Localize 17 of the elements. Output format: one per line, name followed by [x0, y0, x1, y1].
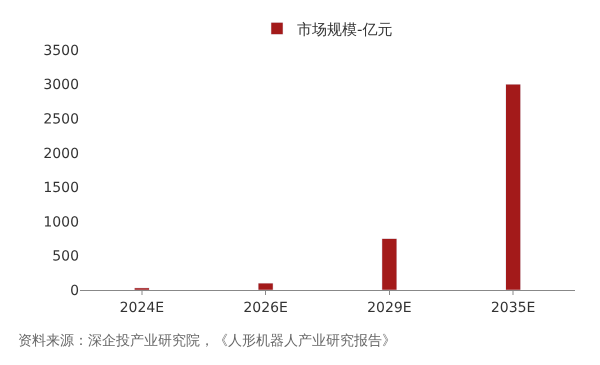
bar [505, 84, 521, 290]
y-tick-label: 3500 [43, 42, 79, 59]
y-tick-label: 500 [52, 248, 79, 265]
y-tick-label: 1500 [43, 180, 79, 196]
x-tick-label: 2024E [120, 300, 164, 316]
y-tick-label: 0 [70, 282, 79, 299]
text: 资料来源：深企投产业研究院，《人形机器人产业研究报告》 [18, 333, 396, 349]
bar [258, 282, 274, 290]
bar [382, 238, 398, 290]
x-tick-label: 2026E [243, 300, 288, 316]
y-tick-label: 1000 [43, 214, 79, 230]
y-tick-label: 3000 [43, 77, 79, 94]
y-tick-label: 2500 [43, 111, 79, 128]
legend-label: 市场规模-亿元 [297, 20, 392, 38]
x-tick-label: 2029E [367, 300, 412, 316]
x-tick-label: 2035E [490, 300, 536, 316]
y-tick-label: 2000 [43, 146, 79, 162]
